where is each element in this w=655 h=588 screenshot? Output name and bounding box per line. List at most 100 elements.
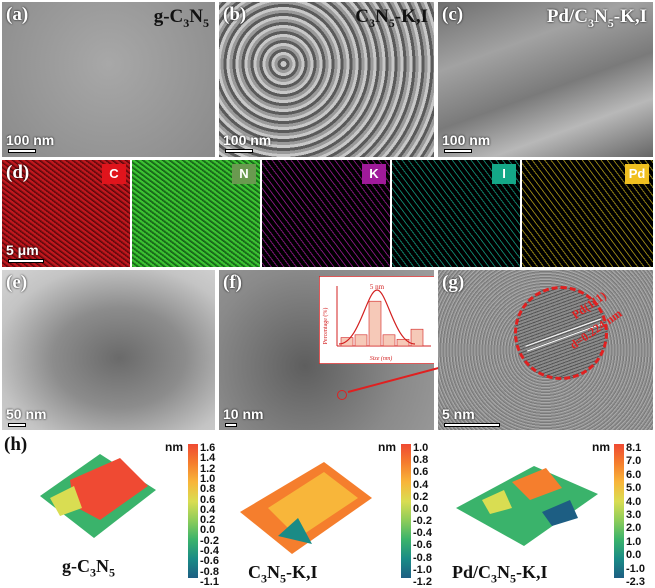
colorbar-tick-label: -1.0	[413, 563, 432, 576]
afm-surface-1	[40, 454, 156, 538]
afm-colorbar-1	[188, 444, 198, 578]
scale-bar	[225, 423, 237, 427]
colorbar-tick-label: 4.0	[626, 495, 642, 508]
colorbar-tick-label: -0.2	[200, 534, 219, 547]
eds-map-pd: Pd	[522, 160, 653, 267]
nanoparticle-circle	[514, 286, 608, 380]
colorbar-tick-label: -0.4	[200, 545, 219, 558]
colorbar-tick-label: 1.0	[200, 472, 216, 485]
histogram-bar	[340, 337, 354, 347]
colorbar-tick-label: 0.6	[413, 466, 429, 479]
colorbar-tick-label: 8.1	[626, 442, 642, 454]
afm-unit-3: nm	[592, 440, 610, 454]
histogram-bar	[368, 300, 382, 347]
afm-colorbar-2	[401, 444, 411, 578]
colorbar-tick-label: 7.0	[626, 455, 642, 468]
afm-unit-2: nm	[378, 440, 396, 454]
scale-bar	[8, 423, 26, 427]
panel-title: g-C3N5	[153, 6, 209, 30]
scale-label: 50 nm	[6, 406, 47, 422]
panel-label: (b)	[223, 4, 247, 25]
colorbar-tick-label: 3.0	[626, 509, 642, 521]
afm-caption-3: Pd/C3N5-K,I	[452, 562, 548, 586]
panel-label: (d)	[6, 162, 30, 183]
scale-label: 5 nm	[442, 406, 475, 422]
histogram-bar	[410, 328, 424, 347]
afm-caption-1: g-C3N5	[62, 556, 115, 580]
eds-map-i: I	[392, 160, 520, 267]
panel-label: (a)	[6, 4, 29, 25]
hrtem-panel-g: (g) Pd(111) d=0.224 nm 5 nm	[438, 270, 653, 430]
colorbar-tick-label: 5.0	[626, 482, 642, 495]
tem-panel-e: (e) 50 nm	[2, 270, 215, 430]
scale-label: 10 nm	[223, 406, 264, 422]
colorbar-tick-label: -1.0	[626, 562, 645, 575]
colorbar-tick-label: 1.6	[200, 442, 216, 454]
colorbar-tick-label: 1.2	[200, 462, 216, 475]
sem-panel-c: (c) Pd/C3N5-K,I 100 nm	[438, 2, 653, 157]
colorbar-tick-label: -0.2	[413, 515, 432, 528]
afm-unit-1: nm	[165, 440, 183, 454]
colorbar-tick-label: 1.4	[200, 452, 216, 465]
colorbar-tick-label: -1.2	[413, 576, 432, 588]
colorbar-tick-label: 0.2	[413, 490, 429, 503]
colorbar-tick-label: 0.0	[626, 549, 642, 562]
eds-map-n: N	[132, 160, 260, 267]
sem-panel-b: (b) C3N5-K,I 100 nm	[219, 2, 434, 157]
colorbar-tick-label: 1.0	[626, 535, 642, 548]
colorbar-tick-label: 0.2	[200, 514, 216, 527]
colorbar-tick-label: 0.0	[413, 502, 429, 515]
colorbar-tick-label: -0.8	[413, 551, 432, 564]
colorbar-tick-label: -0.6	[200, 555, 219, 568]
size-distribution-inset: Percentage (%) 5 nm Size (nm)	[319, 276, 434, 364]
element-chip-c: C	[102, 164, 126, 184]
colorbar-tick-label: -0.4	[413, 527, 432, 540]
histogram-bar	[354, 334, 368, 347]
inset-xlabel: Size (nm)	[370, 355, 393, 362]
particle-marker	[337, 390, 347, 400]
scale-bar	[8, 149, 36, 153]
colorbar-tick-label: 0.6	[200, 493, 216, 506]
colorbar-tick-label: 0.8	[200, 483, 216, 496]
colorbar-tick-label: 2.0	[626, 522, 642, 535]
afm-caption-2: C3N5-K,I	[248, 562, 318, 586]
colorbar-tick-label: 0.0	[200, 524, 216, 537]
colorbar-tick-label: -2.3	[626, 576, 645, 588]
scale-label: 100 nm	[442, 132, 491, 148]
scale-bar	[444, 149, 472, 153]
tem-panel-f: (f) Percentage (%) 5 nm Size (nm) 10 nm	[219, 270, 434, 430]
element-chip-i: I	[492, 164, 516, 184]
panel-label: (e)	[6, 272, 28, 293]
colorbar-tick-label: 1.0	[413, 442, 429, 454]
eds-map-c: (d) C 5 μm	[2, 160, 130, 267]
afm-surface-3	[456, 466, 598, 546]
afm-surface-2	[240, 462, 372, 554]
colorbar-tick-label: 6.0	[626, 468, 642, 481]
afm-colorbar-3	[614, 444, 624, 578]
eds-map-k: K	[262, 160, 390, 267]
panel-title: C3N5-K,I	[355, 6, 428, 30]
colorbar-tick-label: -1.1	[200, 576, 219, 588]
scale-bar	[225, 149, 253, 153]
colorbar-tick-label: -0.8	[200, 565, 219, 578]
colorbar-tick-label: -0.6	[413, 539, 432, 552]
panel-title: Pd/C3N5-K,I	[546, 6, 647, 30]
colorbar-tick-label: 0.4	[200, 503, 216, 516]
element-chip-n: N	[232, 164, 256, 184]
scale-label: 100 nm	[223, 132, 272, 148]
histogram-bar	[382, 334, 396, 347]
sem-panel-a: (a) g-C3N5 100 nm	[2, 2, 215, 157]
panel-label-h: (h)	[4, 434, 28, 455]
panel-label: (c)	[442, 4, 464, 25]
element-chip-pd: Pd	[625, 164, 649, 184]
gaussian-fit	[338, 289, 416, 345]
colorbar-tick-label: 0.8	[413, 454, 429, 467]
inset-ylabel: Percentage (%)	[322, 308, 329, 345]
colorbar-tick-label: 0.4	[413, 478, 429, 491]
scale-bar	[444, 423, 500, 427]
scale-bar	[8, 259, 44, 263]
scale-label: 5 μm	[6, 242, 39, 258]
scale-label: 100 nm	[6, 132, 55, 148]
panel-label: (f)	[223, 272, 242, 293]
inset-peak-label: 5 nm	[370, 283, 385, 291]
